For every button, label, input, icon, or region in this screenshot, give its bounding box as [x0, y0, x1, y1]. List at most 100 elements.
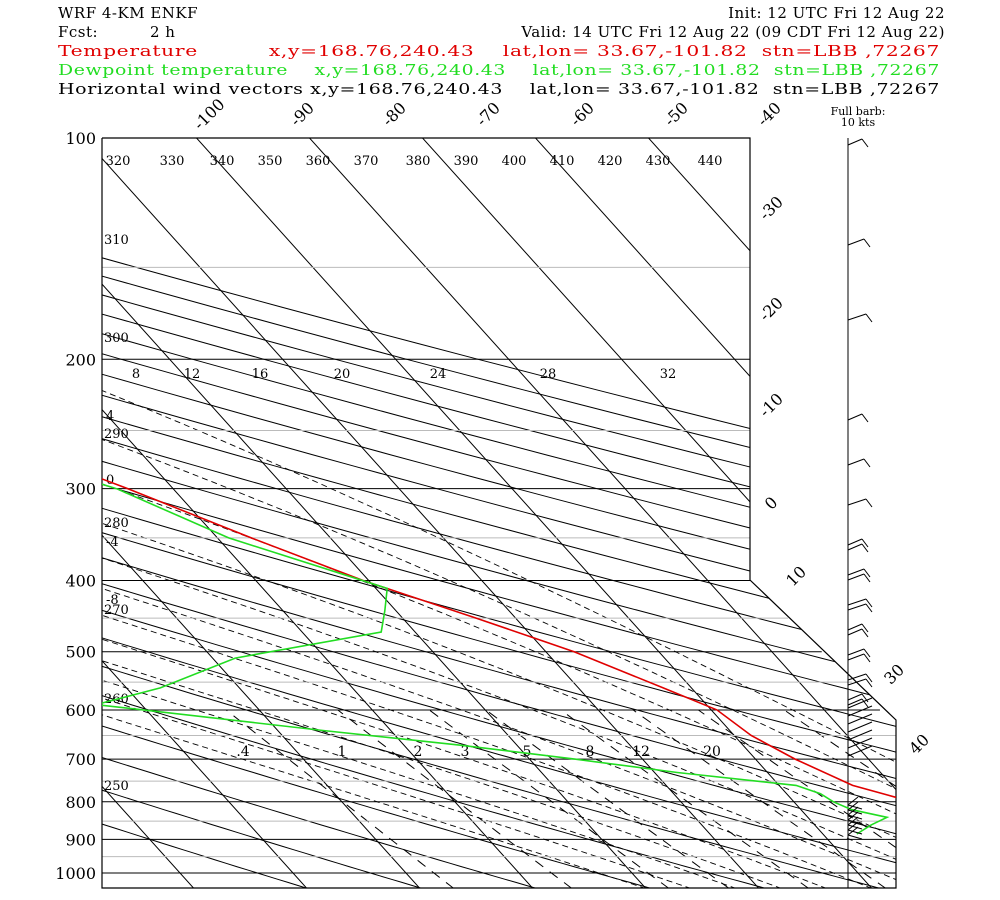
wind-barb [847, 138, 863, 146]
mixing-ratio-line [337, 709, 573, 888]
theta-label: 290 [104, 427, 129, 442]
theta-label: 270 [104, 603, 129, 618]
pressure-tick-label: 400 [65, 572, 96, 591]
mixing-ratio-label: 8 [586, 744, 595, 760]
plot-border [101, 137, 897, 889]
temperature-legend: Temperature x,y=168.76,240.43 lat,lon= 3… [58, 42, 940, 60]
dry-adiabat-line [102, 138, 896, 888]
dry-adiabat-line [102, 138, 896, 888]
diagram-grid [0, 128, 896, 898]
wind-barb [847, 814, 863, 820]
isotherm-label: -60 [566, 98, 598, 130]
theta-e-label: 28 [540, 367, 557, 382]
wind-barb [847, 705, 873, 717]
wind-barb [847, 678, 867, 686]
isotherm-line [102, 138, 768, 888]
dry-adiabat-line [102, 138, 652, 888]
theta-label: 340 [210, 154, 235, 169]
dry-adiabat-line [102, 138, 896, 888]
isotherm-line [102, 138, 655, 888]
moist-adiabat-line [102, 358, 896, 888]
wind-barb [861, 543, 869, 553]
wind-barb [847, 804, 863, 810]
theta-label: 400 [502, 154, 527, 169]
pressure-tick-label: 800 [65, 793, 96, 812]
mixing-ratio-line [225, 709, 455, 888]
theta-label: 350 [258, 154, 283, 169]
isotherm-label: -30 [755, 192, 787, 224]
wind-barb [847, 628, 863, 636]
isotherm-line [102, 138, 429, 888]
wind-barb [847, 819, 863, 825]
theta-e-label: 32 [660, 367, 677, 382]
theta-label: 250 [104, 779, 129, 794]
wind-barb [847, 829, 863, 835]
wind-barb [847, 598, 867, 606]
wind-barb [861, 698, 869, 708]
isotherm-label: -50 [660, 98, 692, 130]
theta-label: 370 [354, 154, 379, 169]
wind-barb [865, 673, 873, 683]
wind-barb [847, 824, 863, 830]
wind-barb [847, 573, 865, 581]
isobars [102, 137, 896, 874]
mixing-ratio-line [560, 709, 810, 888]
valid-time: Valid: 14 UTC Fri 12 Aug 22 (09 CDT Fri … [520, 23, 945, 41]
moist-adiabat-line [102, 358, 737, 888]
wind-barb [847, 816, 859, 826]
wind-barb [847, 568, 865, 576]
moist-adiabat-line [102, 358, 896, 888]
theta-label: 310 [104, 233, 129, 248]
wind-barb [865, 598, 873, 608]
mixing-ratio-label: .4 [236, 744, 249, 760]
pressure-tick-label: 500 [65, 643, 96, 662]
theta-e-label: 12 [184, 367, 201, 382]
wind-barb [865, 498, 873, 508]
barb-key-line1: Full barb: [831, 105, 886, 118]
wind-barb [847, 653, 865, 661]
wind-barb [847, 811, 859, 821]
theta-label: 280 [104, 516, 129, 531]
pressure-tick-label: 100 [65, 129, 96, 148]
dry-adiabat-line [102, 138, 896, 888]
wind-barb [847, 809, 863, 815]
isotherm-line [0, 128, 90, 898]
mixing-ratio-label: 3 [461, 744, 470, 760]
wind-barbs [847, 138, 873, 840]
moist-adiabat-line [102, 358, 873, 888]
theta-label: 410 [550, 154, 575, 169]
mixing-ratio-line [428, 709, 670, 888]
theta-label: 440 [698, 154, 723, 169]
diagram-frame [101, 137, 897, 889]
header: WRF 4-KM ENKF Fcst: 2 h Init: 12 UTC Fri… [58, 4, 945, 98]
theta-label: 330 [160, 154, 185, 169]
isotherm-label: -70 [472, 98, 504, 130]
theta-label: 380 [406, 154, 431, 169]
theta-label: 390 [454, 154, 479, 169]
wind-barb [863, 238, 871, 248]
isotherm-line [300, 138, 896, 888]
dry-adiabat-line [102, 138, 896, 888]
wind-barb [861, 693, 869, 703]
moist-adiabat-line [102, 358, 692, 888]
wind-barb [847, 713, 873, 725]
isotherm-line [102, 138, 316, 888]
pressure-tick-label: 600 [65, 701, 96, 720]
wind-barb [847, 745, 873, 757]
wind-barb [861, 538, 869, 548]
isotherm-line [639, 138, 896, 888]
dry-adiabat-line [102, 138, 896, 888]
pressure-tick-label: 200 [65, 350, 96, 369]
wind-barb [847, 826, 859, 836]
dry-adiabat-line [102, 138, 896, 888]
wind-barb [847, 801, 859, 811]
dry-adiabat-line [102, 138, 881, 888]
pressure-tick-label: 700 [65, 750, 96, 769]
isotherm-line [102, 138, 542, 888]
pressure-tick-label: 300 [65, 480, 96, 499]
wind-barb [847, 834, 863, 840]
mixing-ratio-label: 2 [414, 744, 423, 760]
model-title: WRF 4-KM ENKF [58, 4, 198, 22]
dry-adiabat-line [102, 138, 896, 888]
